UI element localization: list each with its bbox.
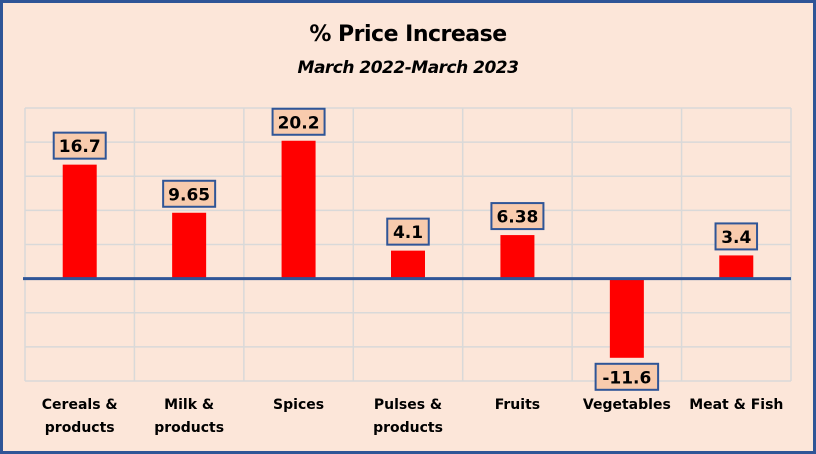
data-label: 9.65	[168, 185, 210, 205]
chart-title: % Price Increase	[309, 22, 507, 47]
bar	[719, 255, 754, 279]
category-label: Vegetables	[582, 397, 671, 413]
bar	[281, 140, 316, 279]
data-label-box	[52, 131, 107, 160]
data-label-box	[594, 362, 660, 391]
data-label-box	[490, 202, 545, 231]
bar	[609, 278, 644, 358]
data-label: 6.38	[496, 208, 538, 228]
data-label-box	[386, 217, 430, 246]
bar	[172, 212, 207, 279]
data-label: 20.2	[278, 113, 320, 133]
category-label: Meat & Fish	[689, 397, 784, 413]
bar	[391, 250, 425, 279]
bar	[500, 235, 535, 279]
data-label-box	[162, 179, 217, 208]
data-label-box	[714, 222, 759, 251]
category-label: Cereals & products	[41, 397, 118, 436]
data-label: -11.6	[602, 368, 651, 388]
data-label: 3.4	[721, 228, 751, 248]
data-label: 16.7	[59, 137, 101, 157]
data-label-box	[271, 107, 326, 136]
category-label: Milk & products	[154, 397, 225, 436]
chart-subtitle: March 2022-March 2023	[297, 58, 519, 78]
data-label: 4.1	[393, 223, 423, 243]
bar	[62, 164, 97, 279]
category-label: Pulses & products	[373, 397, 443, 436]
category-label: Spices	[273, 397, 325, 413]
category-label: Fruits	[494, 397, 541, 413]
